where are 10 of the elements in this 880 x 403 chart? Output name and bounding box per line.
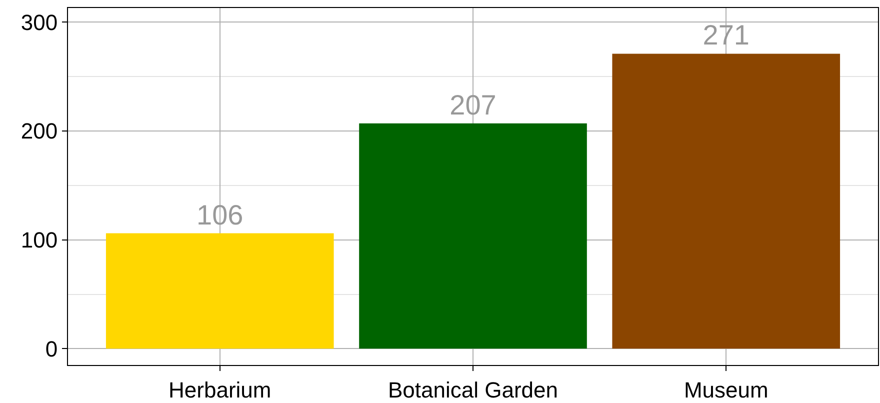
y-tick-label: 300 bbox=[20, 10, 58, 35]
x-tick-label: Herbarium bbox=[168, 377, 272, 402]
y-tick-label: 200 bbox=[20, 118, 58, 144]
y-tick-label: 0 bbox=[45, 336, 58, 362]
bar bbox=[359, 123, 587, 349]
y-tick-label: 100 bbox=[20, 228, 58, 253]
bar bbox=[612, 54, 840, 349]
x-tick-label: Botanical Garden bbox=[388, 377, 558, 402]
x-tick-label: Museum bbox=[684, 377, 768, 402]
bar bbox=[106, 233, 334, 349]
